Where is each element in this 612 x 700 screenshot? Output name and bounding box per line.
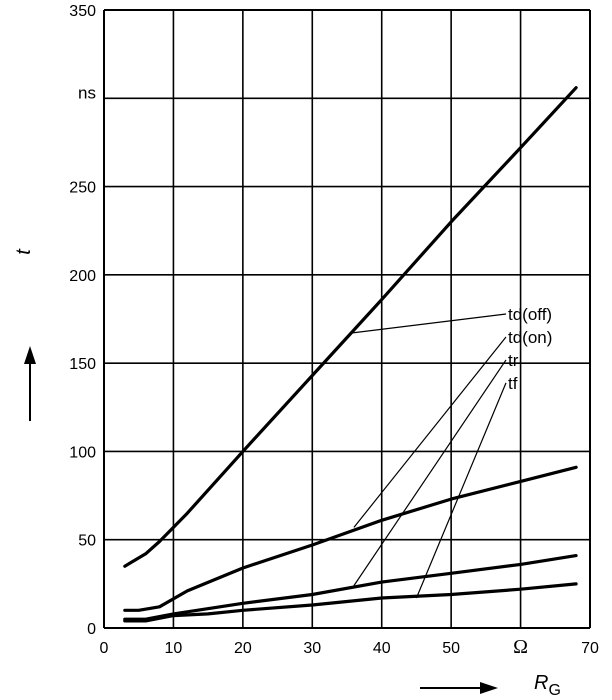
grid: [103, 9, 591, 629]
y-tick-label: 250: [69, 180, 96, 197]
y-tick-label: 200: [69, 268, 96, 285]
series-line-td-off: [123, 86, 578, 568]
x-tick-label: 50: [442, 640, 460, 657]
series-line-td-on: [123, 465, 578, 612]
x-axis-arrow-icon: [420, 682, 498, 694]
series-lines: [123, 86, 578, 623]
x-tick-label: 30: [303, 640, 321, 657]
tick-labels: 0 10 20 30 40 50 Ω 70 0 50 100 150 200 250 ns 350: [69, 3, 599, 658]
series-label: td(on): [508, 328, 552, 347]
x-tick-label: 70: [581, 640, 599, 657]
x-tick-label: 20: [234, 640, 252, 657]
x-tick-label: Ω: [513, 636, 528, 658]
y-tick-label: 0: [87, 621, 96, 638]
x-tick-label: 0: [100, 640, 109, 657]
x-tick-label: 40: [373, 640, 391, 657]
series-line-tf: [123, 582, 578, 623]
x-tick-label: 10: [165, 640, 183, 657]
leader-line: [353, 336, 507, 528]
y-tick-label: 100: [69, 444, 96, 461]
y-tick-label: 50: [78, 533, 96, 550]
series-label: td(off): [508, 305, 552, 324]
leader-line: [350, 313, 507, 334]
series-label: tf: [508, 374, 518, 393]
y-tick-label: 350: [69, 3, 96, 20]
x-axis-title: RG: [534, 672, 561, 699]
series-leader-lines: [350, 313, 507, 599]
series-line-tr: [123, 554, 578, 621]
leader-line: [415, 382, 507, 599]
y-axis-title: t: [13, 248, 35, 255]
y-axis-arrow-icon: [24, 346, 36, 421]
y-tick-label: 150: [69, 356, 96, 373]
series-label: tr: [508, 351, 519, 370]
leader-line: [353, 359, 507, 586]
series-labels: td(off) td(on) tr tf: [508, 305, 552, 393]
y-unit-label: ns: [78, 83, 96, 102]
